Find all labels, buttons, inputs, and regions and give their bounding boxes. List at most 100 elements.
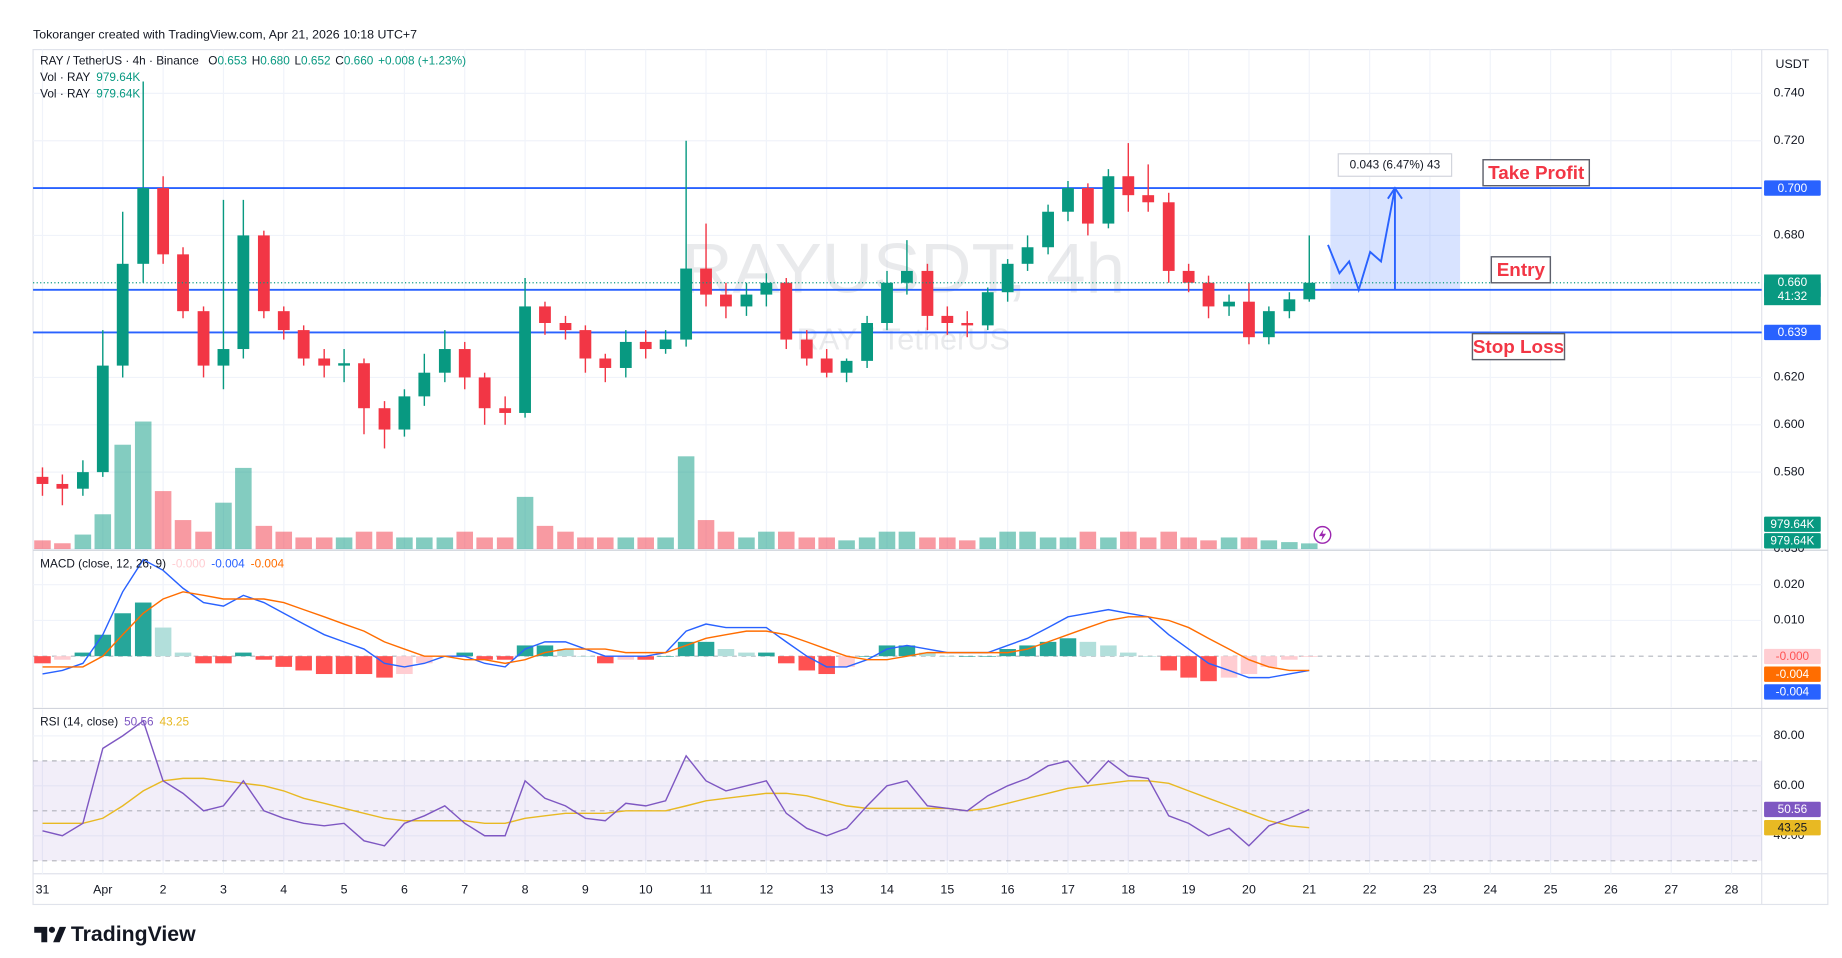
logo-shape bbox=[48, 926, 56, 933]
candle-body bbox=[680, 268, 693, 340]
candle-body bbox=[1162, 202, 1175, 271]
volume-value: 979.64K bbox=[96, 70, 140, 84]
candle-body bbox=[800, 339, 813, 359]
rsi-ma-line bbox=[42, 777, 1310, 829]
candle-body bbox=[257, 235, 270, 312]
macd-histogram-bar bbox=[778, 656, 795, 664]
candle-body bbox=[1182, 270, 1195, 283]
macd-histogram-bar bbox=[738, 652, 755, 657]
x-tick-label: 6 bbox=[401, 883, 408, 897]
macd-histogram-bar bbox=[838, 656, 855, 667]
volume-bar bbox=[979, 537, 997, 550]
level-text: Stop Loss bbox=[1473, 337, 1564, 358]
x-tick-label: 10 bbox=[639, 883, 653, 897]
x-tick-label: 18 bbox=[1121, 883, 1135, 897]
macd-histogram-bar bbox=[858, 656, 876, 657]
marks bbox=[33, 81, 1762, 847]
candle-body bbox=[780, 282, 793, 340]
candle-body bbox=[881, 282, 893, 323]
macd-histogram-bar bbox=[295, 656, 312, 671]
volume-bar bbox=[898, 531, 916, 550]
macd-histogram-bar bbox=[1039, 641, 1057, 657]
volume-bar bbox=[818, 537, 835, 550]
frame bbox=[32, 49, 1829, 906]
y-tick-label: 80.00 bbox=[1774, 728, 1805, 742]
macd-histogram-bar bbox=[1100, 645, 1117, 657]
volume-bar bbox=[536, 525, 554, 550]
macd-histogram-bar bbox=[215, 656, 232, 664]
macd-histogram-bar bbox=[134, 602, 152, 657]
signal-value: -0.004 bbox=[251, 557, 285, 571]
x-tick-label: 26 bbox=[1604, 883, 1618, 897]
x-tick-label: 24 bbox=[1483, 883, 1497, 897]
macd-histogram-bar bbox=[657, 656, 674, 657]
macd-histogram-bar bbox=[1200, 656, 1217, 682]
macd-histogram-bar bbox=[1240, 656, 1258, 675]
x-tick-label: 12 bbox=[759, 883, 773, 897]
x-tick-label: 20 bbox=[1242, 883, 1256, 897]
x-tick-label: 19 bbox=[1182, 883, 1196, 897]
volume-bar bbox=[878, 531, 896, 550]
histogram-badge: -0.000 bbox=[1776, 649, 1810, 663]
volume-bar bbox=[958, 540, 976, 550]
candle-body bbox=[1001, 263, 1014, 293]
macd-histogram-bar bbox=[1059, 638, 1077, 657]
x-tick-label: 11 bbox=[700, 883, 713, 897]
volume-bar bbox=[275, 531, 293, 550]
candle-body bbox=[639, 341, 652, 350]
macd-histogram-bar bbox=[174, 652, 192, 657]
macd-histogram-bar bbox=[195, 656, 212, 664]
rsi-badge: 50.56 bbox=[1778, 802, 1808, 816]
macd-histogram-bar bbox=[516, 645, 534, 657]
projection-path bbox=[1327, 187, 1396, 293]
y-tick-label: 0.740 bbox=[1774, 86, 1805, 100]
volume-bar bbox=[496, 537, 514, 550]
macd-histogram-bar bbox=[1139, 656, 1157, 657]
volume-bar bbox=[1260, 540, 1278, 550]
macd-histogram-bar bbox=[34, 656, 51, 664]
range-label: 0.043 (6.47%) 43 bbox=[1350, 158, 1441, 172]
volume-bar bbox=[34, 540, 51, 550]
macd-histogram-bar bbox=[1160, 656, 1177, 671]
volume-bar bbox=[858, 537, 876, 550]
candle-body bbox=[217, 349, 230, 366]
macd-histogram-bar bbox=[376, 656, 393, 678]
x-tick-label: 4 bbox=[280, 883, 287, 897]
macd-histogram-bar bbox=[275, 656, 293, 667]
rsi-title: RSI (14, close) bbox=[40, 715, 118, 729]
macd-histogram-bar bbox=[1019, 645, 1036, 657]
x-tick-label: 7 bbox=[461, 883, 468, 897]
candle-body bbox=[338, 363, 350, 366]
candle-body bbox=[941, 315, 954, 323]
macd-histogram-bar bbox=[74, 652, 92, 657]
candle-body bbox=[599, 358, 612, 368]
candle-body bbox=[1262, 311, 1275, 338]
volume-bar bbox=[94, 514, 112, 550]
credit: Tokoranger created with TradingView.com,… bbox=[33, 28, 417, 42]
volume-bar bbox=[838, 540, 855, 550]
candle-body bbox=[519, 306, 531, 413]
x-tick-label: 3 bbox=[220, 883, 227, 897]
macd-histogram-bar bbox=[637, 656, 654, 660]
volume-bar bbox=[798, 537, 816, 550]
level-badge: 0.700 bbox=[1778, 181, 1808, 195]
last-price-label: 0.660 bbox=[1778, 275, 1808, 289]
volume-bar bbox=[295, 537, 312, 550]
volume-badge-bg bbox=[1764, 516, 1821, 532]
x-tick-label: 5 bbox=[341, 883, 348, 897]
macd-histogram-bar bbox=[958, 656, 976, 657]
x-tick-label: 31 bbox=[36, 883, 50, 897]
signal-badge: -0.004 bbox=[1776, 667, 1810, 681]
candle-body bbox=[398, 396, 411, 430]
candle-body bbox=[1223, 301, 1235, 307]
candle-body bbox=[1283, 299, 1296, 312]
volume-bar bbox=[1079, 531, 1097, 550]
volume-bar bbox=[235, 467, 252, 550]
macd-value: -0.004 bbox=[211, 557, 245, 571]
macd-histogram-bar bbox=[94, 634, 112, 657]
macd-histogram-bar bbox=[557, 649, 574, 657]
rsi-legend: RSI (14, close) 50.56 43.25 bbox=[40, 715, 189, 729]
macd-histogram-bar bbox=[335, 656, 353, 675]
volume-bar bbox=[74, 534, 92, 550]
candle-body bbox=[277, 311, 290, 331]
